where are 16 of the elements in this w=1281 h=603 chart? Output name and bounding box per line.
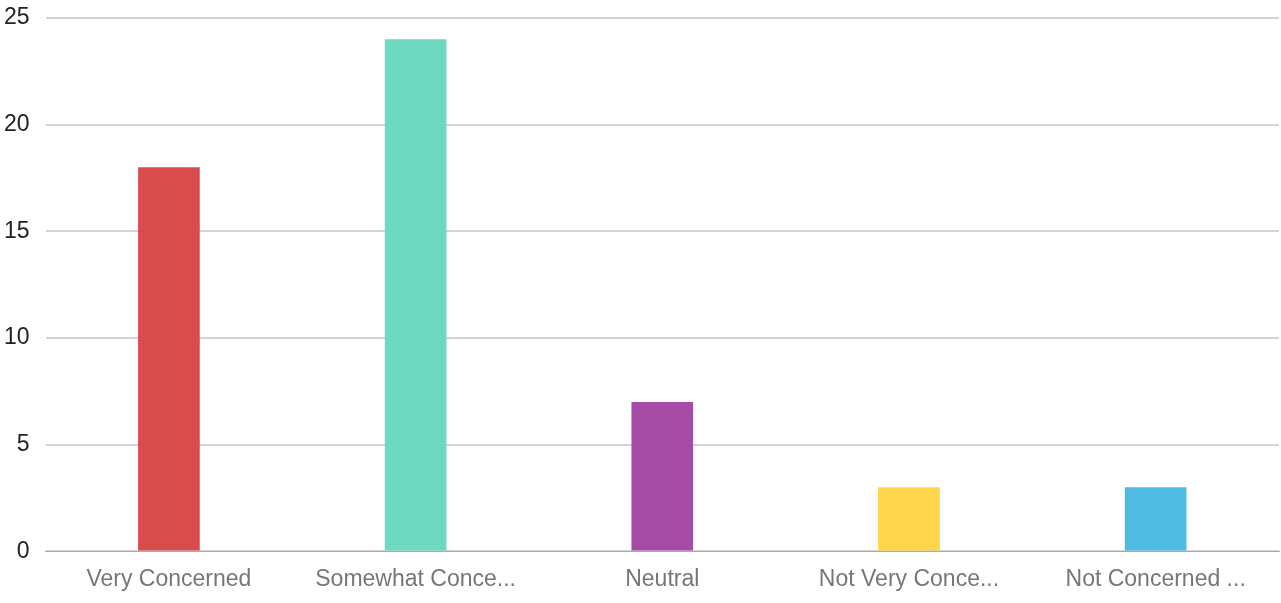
bar (878, 487, 940, 551)
x-tick-label: Neutral (625, 564, 700, 591)
x-tick-label: Very Concerned (86, 564, 252, 591)
bar (384, 39, 447, 551)
bar (1124, 487, 1187, 551)
y-tick-label: 10 (3, 323, 30, 350)
y-tick-label: 15 (3, 216, 30, 243)
bar (138, 167, 200, 551)
x-tick-label: Not Very Conce... (818, 564, 1000, 591)
y-tick-label: 0 (16, 536, 30, 563)
y-tick-label: 5 (16, 430, 30, 457)
x-tick-label: Somewhat Conce... (315, 564, 516, 591)
y-tick-label: 20 (3, 109, 30, 136)
y-tick-label: 25 (3, 3, 30, 30)
bar (631, 401, 694, 551)
x-tick-label: Not Concerned ... (1065, 564, 1246, 591)
